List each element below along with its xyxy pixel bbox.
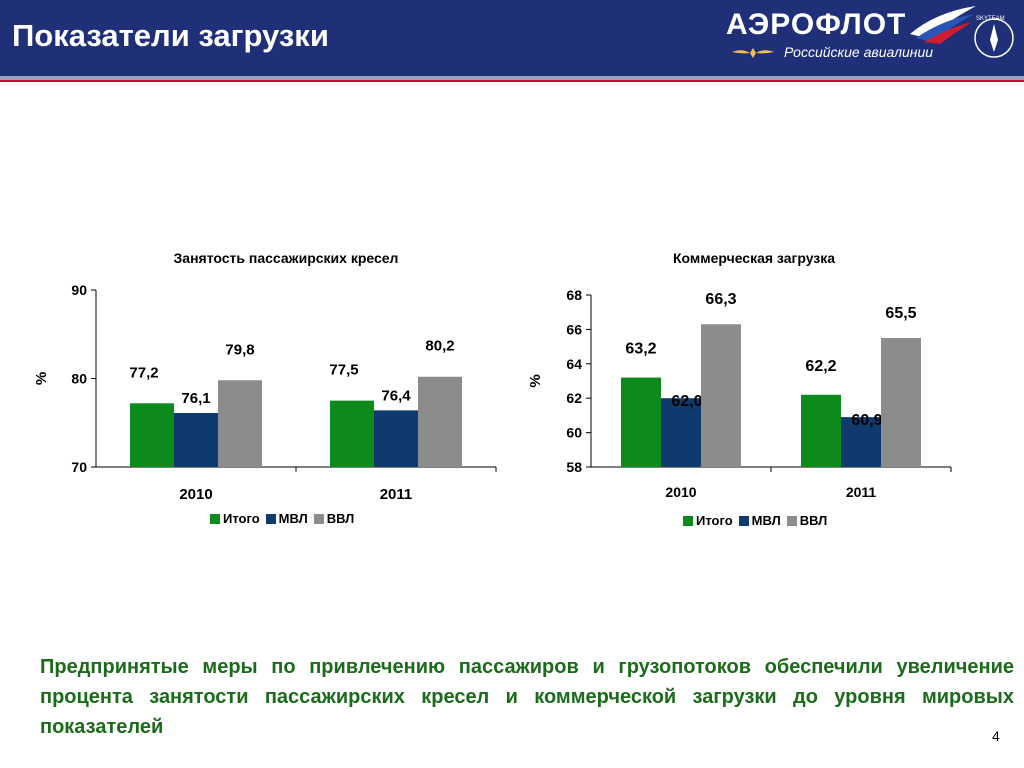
legend-swatch-mvl	[265, 513, 276, 524]
header-bar	[0, 0, 1024, 76]
legend-swatch-itogo	[683, 515, 693, 526]
y-tick-label: 62	[566, 390, 582, 406]
data-label-itogo-2011: 77,5	[329, 362, 358, 379]
logo-wordmark: АЭРОФЛОТ	[726, 8, 907, 41]
aeroflot-logo: АЭРОФЛОТ Российские авиалинии SKYTEAM	[726, 4, 1016, 72]
x-category-label: 2010	[665, 484, 696, 500]
legend-label-itogo: Итого	[223, 511, 260, 526]
data-label-mvl-2010: 62,0	[671, 393, 702, 410]
header-divider	[0, 76, 1024, 80]
y-tick-label: 66	[566, 321, 582, 337]
bar-mvl-2011	[374, 410, 418, 467]
legend-item-mvl: МВЛ	[738, 513, 781, 528]
data-label-vvl-2011: 80,2	[425, 338, 454, 355]
logo-subtitle: Российские авиалинии	[784, 44, 934, 60]
skyteam-label: SKYTEAM	[976, 16, 1005, 22]
legend-item-vvl: ВВЛ	[313, 511, 355, 526]
page-number: 4	[992, 728, 1000, 744]
bar-itogo-2010	[130, 403, 174, 467]
legend-swatch-itogo	[210, 513, 220, 524]
legend-swatch-mvl	[738, 515, 749, 526]
y-tick-label: 80	[71, 371, 87, 387]
legend-label-itogo: Итого	[696, 513, 733, 528]
legend-label-vvl: ВВЛ	[799, 513, 828, 528]
chart1-title: Занятость пассажирских кресел	[173, 250, 399, 266]
bar-vvl-2010	[701, 324, 741, 467]
legend-swatch-vvl	[313, 513, 324, 524]
bar-vvl-2011	[418, 376, 462, 467]
data-label-vvl-2011: 65,5	[885, 305, 916, 322]
y-tick-label: 60	[566, 425, 582, 441]
header-accent-line	[0, 80, 1024, 82]
skyteam-emblem-icon: SKYTEAM	[974, 16, 1014, 58]
y-tick-label: 58	[566, 459, 582, 475]
chart-occupancy: 70 80 90% 77,2 76,1 79,8 2010 77,5 76,4 80,2 2011	[33, 282, 497, 503]
bar-itogo-2011	[330, 400, 374, 467]
y-tick-label: 70	[71, 459, 87, 475]
page-title: Показатели загрузки	[12, 18, 329, 53]
legend-label-vvl: ВВЛ	[326, 511, 355, 526]
legend-item-itogo: Итого	[210, 511, 260, 526]
bar-mvl-2011	[841, 417, 881, 467]
data-label-itogo-2010: 63,2	[625, 341, 656, 358]
legend-swatch-vvl	[786, 515, 797, 526]
legend-label-mvl: МВЛ	[751, 513, 781, 528]
y-tick-label: 64	[566, 356, 582, 372]
bar-itogo-2011	[801, 394, 841, 467]
data-label-itogo-2010: 77,2	[129, 364, 158, 381]
flag-swoosh-icon	[910, 6, 976, 44]
bar-vvl-2011	[881, 338, 921, 467]
bar-vvl-2010	[218, 380, 262, 467]
chart-commercial-load: 58 60 62 64 66 68% 63,2 62,0 66,3 2010 62,2 60,9 65,…	[527, 287, 952, 500]
data-label-mvl-2011: 76,4	[381, 387, 411, 404]
chart2-title: Коммерческая загрузка	[672, 250, 836, 266]
data-label-mvl-2010: 76,1	[181, 390, 210, 407]
y-tick-label: 68	[566, 287, 582, 303]
x-category-label: 2011	[380, 486, 413, 503]
y-axis-label: %	[527, 374, 544, 387]
data-label-itogo-2011: 62,2	[805, 358, 836, 375]
wings-emblem-icon	[732, 48, 774, 58]
legend-label-mvl: МВЛ	[278, 511, 308, 526]
bar-mvl-2010	[174, 413, 218, 467]
bar-mvl-2010	[661, 398, 701, 467]
legend-item-itogo: Итого	[683, 513, 733, 528]
legend-item-mvl: МВЛ	[265, 511, 308, 526]
x-category-label: 2011	[846, 484, 877, 500]
y-axis-label: %	[33, 372, 50, 385]
legend-item-vvl: ВВЛ	[786, 513, 828, 528]
summary-text: Предпринятые меры по привлечению пассажи…	[40, 656, 1014, 738]
data-label-vvl-2010: 79,8	[225, 341, 254, 358]
chart2-legend: Итого МВЛ ВВЛ	[683, 513, 833, 528]
x-category-label: 2010	[179, 486, 212, 503]
y-tick-label: 90	[71, 282, 87, 298]
bar-itogo-2010	[621, 377, 661, 467]
data-label-vvl-2010: 66,3	[705, 291, 736, 308]
chart1-legend: Итого МВЛ ВВЛ	[210, 511, 360, 526]
data-label-mvl-2011: 60,9	[851, 412, 882, 429]
